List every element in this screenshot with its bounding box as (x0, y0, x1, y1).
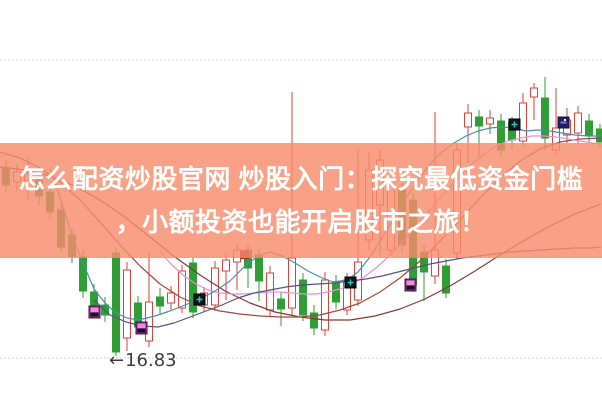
headline-banner: 怎么配资炒股官网 炒股入门：探究最低资金门槛 ，小额投资也能开启股市之旅！ (0, 143, 602, 258)
headline-line-2: ，小额投资也能开启股市之旅！ (115, 206, 487, 237)
low-price-value: 16.83 (125, 350, 177, 371)
low-price-annotation: ←16.83 (109, 350, 177, 371)
headline-line-1: 怎么配资炒股官网 炒股入门：探究最低资金门槛 (18, 163, 584, 194)
left-arrow-icon: ← (109, 350, 125, 371)
